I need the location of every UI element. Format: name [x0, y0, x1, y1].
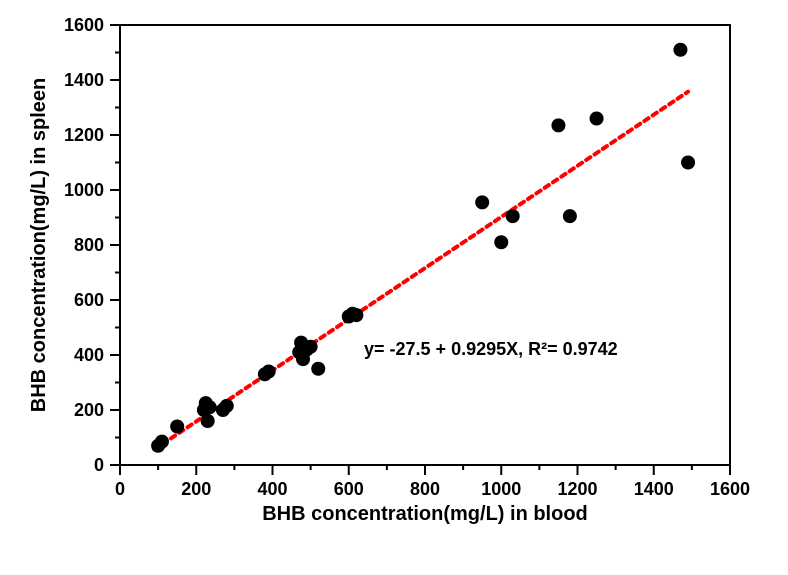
x-tick-label: 400 [257, 479, 287, 499]
data-point [681, 156, 695, 170]
data-point [551, 118, 565, 132]
data-point [494, 235, 508, 249]
data-point [506, 209, 520, 223]
data-point [673, 43, 687, 57]
data-point [201, 414, 215, 428]
y-tick-label: 1000 [64, 180, 104, 200]
y-tick-label: 200 [74, 400, 104, 420]
y-tick-label: 600 [74, 290, 104, 310]
data-point [311, 362, 325, 376]
regression-equation: y= -27.5 + 0.9295X, R²= 0.9742 [364, 339, 618, 359]
y-tick-label: 1600 [64, 15, 104, 35]
y-tick-label: 1400 [64, 70, 104, 90]
y-tick-label: 800 [74, 235, 104, 255]
y-tick-label: 0 [94, 455, 104, 475]
y-axis-title: BHB concentration(mg/L) in spleen [28, 78, 50, 412]
data-point [170, 420, 184, 434]
data-point [563, 209, 577, 223]
x-tick-label: 600 [334, 479, 364, 499]
x-tick-label: 1600 [710, 479, 750, 499]
data-point [262, 365, 276, 379]
x-tick-label: 1400 [634, 479, 674, 499]
x-tick-label: 800 [410, 479, 440, 499]
x-tick-label: 1000 [481, 479, 521, 499]
regression-line [154, 92, 688, 450]
x-tick-label: 200 [181, 479, 211, 499]
data-point [590, 112, 604, 126]
data-point [220, 399, 234, 413]
data-point [203, 400, 217, 414]
chart-svg: 0 200 400 600 800 1000 1200 1400 1600 0 200 400 600 8… [0, 0, 788, 575]
data-point [475, 195, 489, 209]
y-tick-label: 400 [74, 345, 104, 365]
x-tick-label: 1200 [557, 479, 597, 499]
y-tick-label: 1200 [64, 125, 104, 145]
data-point [304, 340, 318, 354]
plot-border [120, 25, 730, 465]
data-point [349, 308, 363, 322]
x-tick-label: 0 [115, 479, 125, 499]
scatter-chart: 0 200 400 600 800 1000 1200 1400 1600 0 200 400 600 8… [0, 0, 788, 575]
data-point [155, 435, 169, 449]
x-axis-title: BHB concentration(mg/L) in blood [262, 503, 588, 525]
